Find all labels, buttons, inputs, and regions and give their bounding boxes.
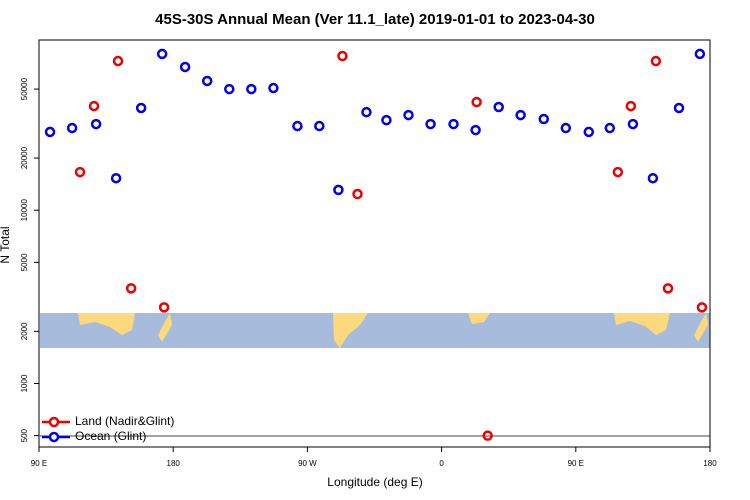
point bbox=[90, 118, 102, 130]
point bbox=[88, 100, 100, 112]
point bbox=[201, 75, 213, 87]
land bbox=[158, 313, 172, 342]
legend-marker bbox=[48, 431, 60, 443]
land bbox=[468, 313, 490, 324]
point bbox=[650, 55, 662, 67]
point bbox=[268, 82, 279, 94]
legend-label: Land (Nadir&Glint) bbox=[75, 414, 174, 428]
point bbox=[470, 124, 481, 136]
point bbox=[112, 55, 124, 67]
ocean-band bbox=[40, 313, 710, 348]
point bbox=[604, 122, 616, 134]
point bbox=[135, 102, 147, 114]
point bbox=[44, 126, 56, 138]
x-tick-label: 180 bbox=[167, 459, 181, 468]
point bbox=[471, 96, 482, 108]
point bbox=[583, 126, 595, 138]
x-tick-label: 90 E bbox=[568, 459, 584, 468]
point bbox=[612, 166, 624, 178]
chart-title: 45S-30S Annual Mean (Ver 11.1_late) 2019… bbox=[155, 11, 595, 28]
plot-frame bbox=[38, 39, 711, 448]
y-tick-label: 1000 bbox=[20, 374, 29, 392]
point bbox=[110, 172, 122, 184]
point bbox=[662, 283, 674, 294]
point bbox=[156, 48, 168, 60]
y-tick-label: 50000 bbox=[20, 77, 29, 100]
point bbox=[515, 109, 526, 121]
point bbox=[448, 118, 459, 130]
point bbox=[292, 120, 303, 132]
point bbox=[647, 172, 659, 184]
point bbox=[246, 83, 257, 95]
y-tick-label: 20000 bbox=[20, 146, 29, 169]
point bbox=[425, 118, 436, 130]
point bbox=[352, 188, 363, 200]
point bbox=[337, 50, 348, 62]
y-axis-label: N Total bbox=[0, 226, 12, 263]
y-tick-label: 10000 bbox=[20, 199, 29, 222]
land bbox=[333, 313, 368, 348]
land bbox=[78, 313, 135, 335]
point bbox=[158, 302, 170, 313]
point bbox=[627, 118, 639, 130]
point bbox=[493, 101, 504, 113]
point bbox=[482, 430, 493, 441]
point bbox=[333, 184, 344, 196]
point bbox=[538, 113, 549, 125]
point bbox=[179, 61, 191, 73]
y-tick-label: 5000 bbox=[20, 253, 29, 271]
x-tick-label: 90 W bbox=[298, 459, 317, 468]
point bbox=[125, 283, 137, 294]
point bbox=[74, 166, 86, 178]
y-tick-label: 500 bbox=[20, 428, 29, 442]
point bbox=[381, 114, 392, 126]
point bbox=[403, 109, 414, 121]
x-tick-label: 90 E bbox=[31, 459, 47, 468]
legend-marker bbox=[48, 416, 60, 428]
point bbox=[625, 100, 637, 112]
land bbox=[614, 313, 670, 335]
point bbox=[224, 83, 235, 95]
legend-label: Ocean (Glint) bbox=[75, 429, 146, 443]
x-tick-label: 0 bbox=[439, 459, 444, 468]
land bbox=[694, 313, 708, 342]
point bbox=[361, 106, 372, 118]
y-tick-label: 2000 bbox=[20, 322, 29, 340]
point bbox=[66, 122, 78, 134]
point bbox=[560, 122, 572, 134]
point bbox=[696, 302, 708, 313]
point bbox=[314, 120, 325, 132]
map-strip bbox=[40, 313, 710, 348]
point bbox=[673, 102, 685, 114]
point bbox=[694, 48, 706, 60]
x-axis-label: Longitude (deg E) bbox=[327, 475, 422, 489]
x-tick-label: 180 bbox=[703, 459, 717, 468]
